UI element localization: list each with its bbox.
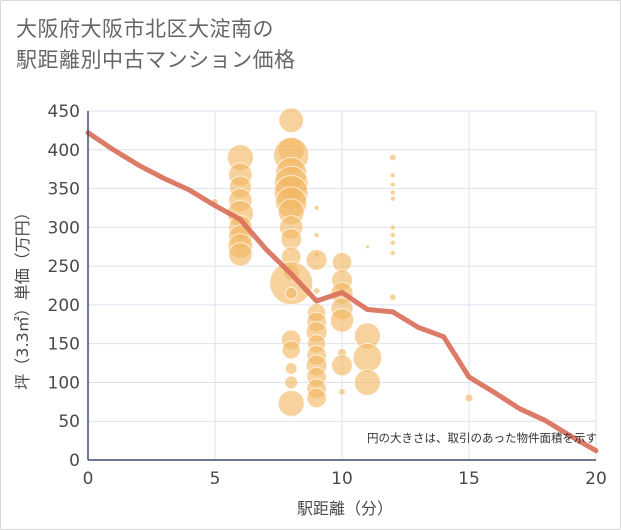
data-bubble — [389, 172, 396, 179]
data-bubble — [389, 293, 397, 301]
bubble-size-note: 円の大きさは、取引のあった物件面積を示す — [367, 431, 597, 445]
data-bubble — [312, 287, 321, 295]
data-bubble — [338, 388, 346, 396]
y-tick-label: 400 — [48, 141, 80, 161]
x-tick-label: 0 — [83, 469, 94, 489]
x-axis-label: 駅距離（分） — [297, 499, 393, 518]
data-bubble — [329, 308, 355, 333]
grid-lines — [88, 110, 597, 460]
data-bubble — [389, 153, 397, 162]
data-bubble — [331, 354, 353, 377]
data-bubble — [352, 342, 383, 373]
data-bubble — [280, 228, 303, 250]
data-bubble — [284, 362, 298, 375]
y-tick-label: 50 — [58, 412, 80, 432]
y-tick-label: 450 — [48, 102, 80, 122]
data-bubble — [313, 204, 320, 212]
y-axis-label: 坪（3.3㎡）単価（万円） — [13, 204, 32, 389]
data-bubble — [389, 181, 396, 188]
chart-title: 大阪府大阪市北区大淀南の 駅距離別中古マンション価格 — [16, 17, 296, 72]
bubble-layer — [211, 107, 474, 417]
data-bubble — [331, 251, 353, 273]
y-tick-label: 200 — [48, 296, 80, 316]
x-tick-label: 10 — [331, 469, 353, 489]
data-bubble — [389, 224, 396, 231]
y-tick-label: 250 — [48, 257, 80, 277]
data-bubble — [278, 107, 305, 134]
data-bubble — [364, 244, 370, 250]
x-tick-label: 15 — [458, 469, 480, 489]
trend-layer — [85, 130, 599, 454]
x-tick-label: 5 — [210, 469, 221, 489]
data-bubble — [353, 368, 381, 396]
data-bubble — [389, 195, 396, 202]
data-bubble — [306, 387, 327, 409]
data-bubble — [281, 340, 301, 360]
data-bubble — [269, 261, 314, 306]
data-bubble — [284, 375, 299, 390]
y-tick-label: 0 — [69, 451, 80, 471]
y-tick-label: 350 — [48, 180, 80, 200]
x-tick-label: 20 — [585, 469, 607, 489]
data-bubble — [228, 242, 253, 267]
data-bubble — [389, 249, 396, 257]
y-tick-label: 300 — [48, 218, 80, 238]
y-tick-label: 150 — [48, 335, 80, 355]
data-bubble — [389, 239, 396, 246]
y-tick-label: 100 — [48, 373, 80, 393]
data-bubble — [389, 189, 396, 196]
data-bubble — [277, 389, 305, 417]
data-bubble — [284, 286, 298, 300]
trend-line — [85, 130, 599, 454]
data-bubble — [464, 393, 474, 403]
data-bubble — [389, 231, 396, 239]
data-bubble — [313, 231, 320, 239]
data-bubble — [305, 249, 328, 271]
